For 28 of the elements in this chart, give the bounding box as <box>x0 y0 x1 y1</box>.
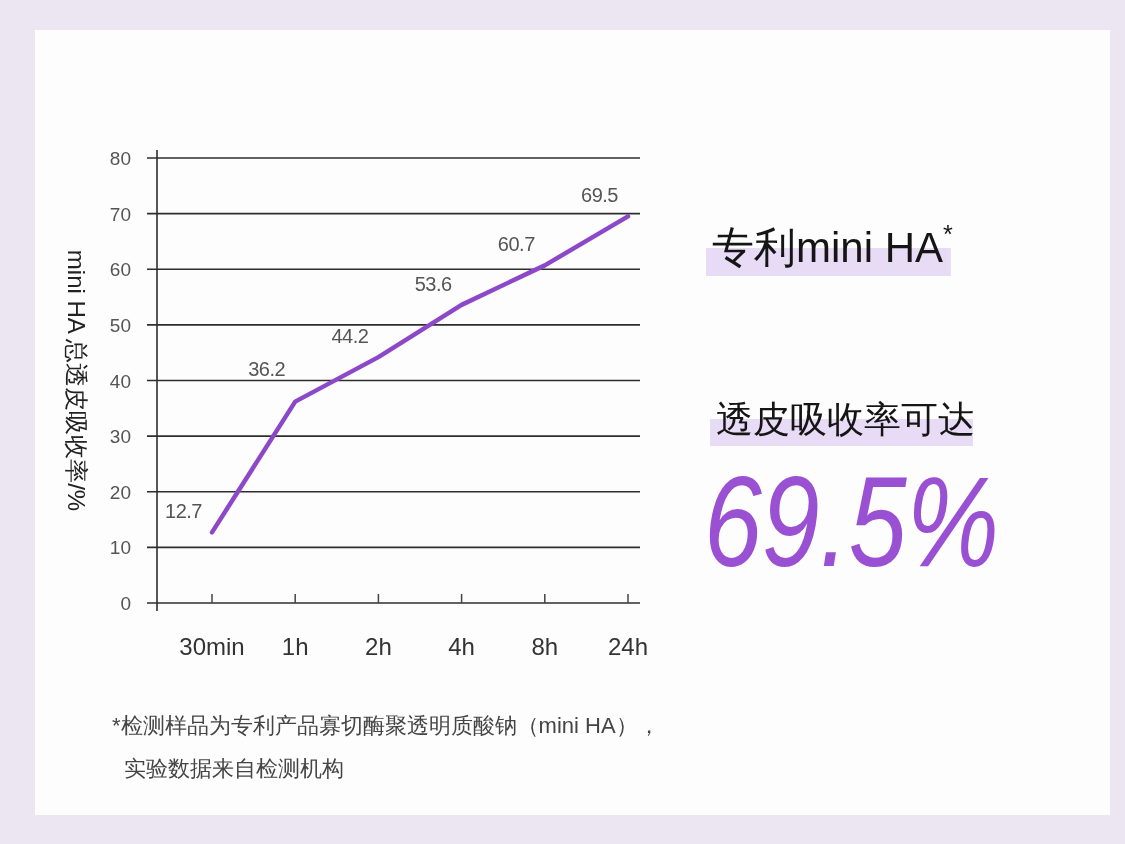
y-tick-label: 40 <box>109 370 131 392</box>
data-label: 12.7 <box>165 500 203 523</box>
y-axis-title: mini HA 总透皮吸收率/% <box>63 249 90 512</box>
y-tick-label: 50 <box>109 314 131 336</box>
text: 实验数据来自检测机构 <box>124 756 344 781</box>
y-tick-label: 20 <box>109 481 131 503</box>
x-tick-label: 8h <box>531 633 559 660</box>
text: 透皮吸收率可达 <box>716 399 975 440</box>
text: *检测样品为专利产品寡切酶聚透明质酸钠（mini HA）， <box>112 713 660 738</box>
y-tick-label: 70 <box>109 203 131 225</box>
x-tick-label: 2h <box>365 633 392 660</box>
x-tick-label: 1h <box>281 633 309 660</box>
y-tick-label: 60 <box>109 259 131 281</box>
x-tick-label: 30min <box>179 633 245 660</box>
data-label: 44.2 <box>331 325 369 348</box>
y-tick-label: 10 <box>109 537 131 559</box>
data-label: 53.6 <box>414 272 452 295</box>
data-label: 60.7 <box>497 233 536 256</box>
x-tick-label: 4h <box>448 633 475 660</box>
line-series <box>209 214 631 535</box>
text: 69.5% <box>704 450 1067 593</box>
data-label: 69.5 <box>581 184 619 207</box>
y-tick-label: 0 <box>120 593 131 614</box>
y-tick-label: 30 <box>109 426 131 448</box>
data-label: 36.2 <box>248 357 286 380</box>
y-tick-label: 80 <box>109 148 131 169</box>
text: 专利mini HA$^{*}$ <box>712 220 954 271</box>
x-tick-label: 24h <box>607 633 649 660</box>
